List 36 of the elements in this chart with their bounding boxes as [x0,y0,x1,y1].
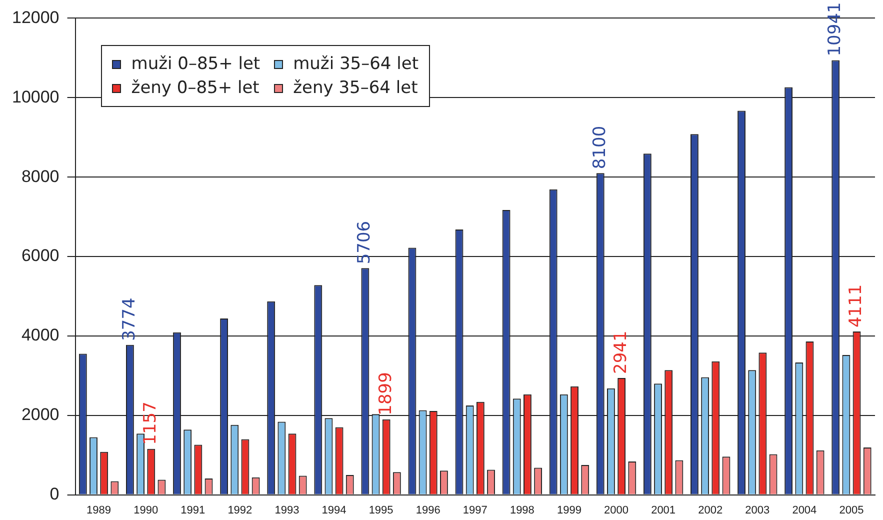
data-label: 3774 [119,298,140,341]
y-tick-label: 10000 [12,87,60,106]
data-label: 2941 [610,330,631,374]
x-tick-label: 1990 [134,504,158,516]
x-tick-label: 2005 [839,504,864,516]
y-tick-label: 6000 [21,246,60,266]
x-tick-label: 1992 [228,504,252,516]
x-tick-label: 2003 [745,504,770,516]
y-tick-label: 8000 [21,166,60,186]
x-tick-label: 1998 [510,504,534,516]
x-tick-label: 1989 [86,504,112,516]
y-tick-label: 12000 [12,8,60,27]
x-tick-label: 2002 [698,504,723,516]
x-tick-label: 1993 [274,504,300,516]
data-label: 1899 [376,372,396,416]
data-label: 4111 [846,284,866,328]
legend-label: ženy 35–64 let [293,78,418,98]
y-tick-label: 0 [50,484,60,504]
y-tick-label: 4000 [21,326,60,345]
x-tick-label: 1995 [368,504,394,516]
x-tick-label: 2001 [651,504,676,516]
x-tick-label: 1999 [556,504,582,516]
x-tick-label: 1996 [416,504,440,516]
x-tick-label: 1994 [322,504,346,516]
data-label: 8100 [590,126,610,170]
data-label: 1157 [140,402,161,445]
data-label: 5706 [354,220,375,264]
x-tick-label: 1997 [462,504,488,516]
legend-label: muži 0–85+ let [131,54,260,74]
data-label: 10941 [825,2,846,56]
legend-label: ženy 0–85+ let [131,78,260,98]
legend-label: muži 35–64 let [293,54,418,74]
x-tick-label: 1991 [180,504,206,516]
x-tick-label: 2004 [792,504,817,516]
x-tick-label: 2000 [604,504,629,516]
y-tick-label: 2000 [21,405,60,424]
